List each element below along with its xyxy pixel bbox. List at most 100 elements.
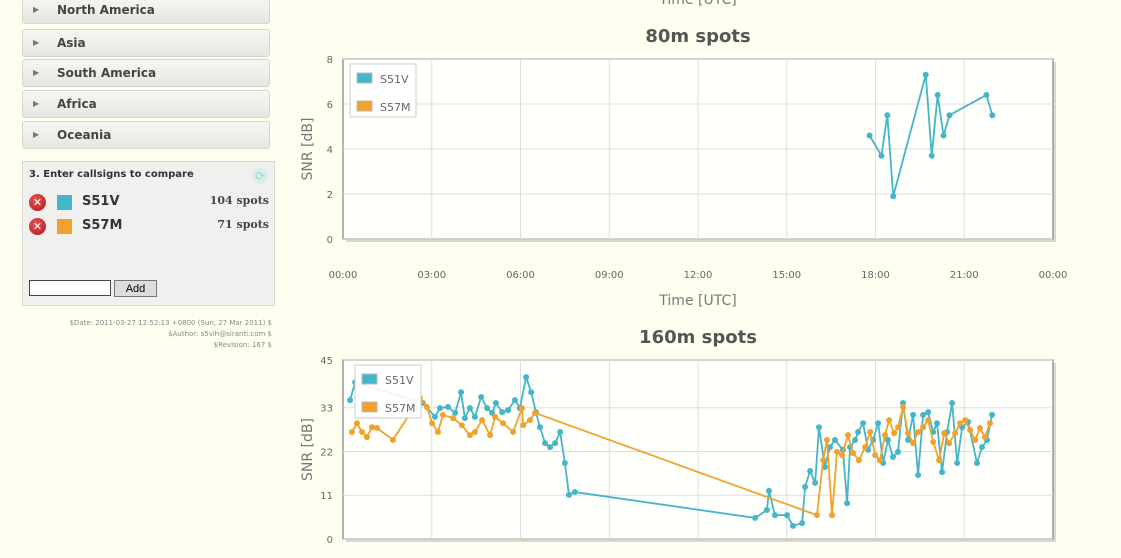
region-south-america[interactable]: ▶ South America bbox=[22, 59, 270, 87]
y-tick-label: 11 bbox=[320, 491, 333, 502]
data-point-S51V bbox=[492, 399, 499, 406]
data-point-S51V bbox=[484, 405, 491, 412]
y-tick-label: 0 bbox=[327, 235, 333, 246]
data-point-S51V bbox=[461, 415, 468, 422]
data-point-S57M bbox=[434, 428, 441, 435]
y-axis-label: SNR [dB] bbox=[300, 118, 316, 181]
data-point-S57M bbox=[867, 428, 874, 435]
data-point-S57M bbox=[855, 457, 862, 464]
region-africa[interactable]: ▶ Africa bbox=[22, 90, 270, 118]
data-point-S51V bbox=[889, 454, 896, 461]
data-point-S51V bbox=[445, 403, 452, 410]
data-point-S57M bbox=[813, 512, 820, 519]
data-point-S57M bbox=[891, 430, 898, 437]
data-point-S51V bbox=[878, 152, 885, 159]
legend-label: S57M bbox=[380, 101, 410, 114]
data-point-S57M bbox=[829, 512, 836, 519]
data-point-S57M bbox=[981, 434, 988, 441]
region-label: North America bbox=[57, 3, 155, 17]
data-point-S51V bbox=[478, 393, 485, 400]
data-point-S57M bbox=[823, 436, 830, 443]
color-swatch bbox=[57, 219, 72, 234]
data-point-S51V bbox=[884, 112, 891, 119]
data-point-S51V bbox=[537, 424, 544, 431]
data-point-S51V bbox=[979, 444, 985, 451]
remove-icon[interactable]: ✕ bbox=[29, 218, 46, 235]
data-point-S57M bbox=[976, 425, 983, 432]
data-point-S57M bbox=[348, 428, 355, 435]
data-point-S51V bbox=[934, 92, 941, 98]
data-point-S57M bbox=[518, 405, 525, 412]
y-tick-label: 2 bbox=[327, 190, 333, 201]
data-point-S57M bbox=[962, 417, 969, 424]
data-point-S51V bbox=[561, 460, 568, 467]
data-point-S57M bbox=[500, 420, 507, 427]
chevron-right-icon: ▶ bbox=[33, 38, 40, 47]
footer: $Date: 2011-03-27 12:52:13 +0800 (Sun, 2… bbox=[12, 318, 272, 351]
data-point-S57M bbox=[839, 452, 846, 459]
refresh-icon[interactable]: ⟳ bbox=[252, 168, 268, 184]
callsign-row: ✕ S57M 71 spots bbox=[29, 216, 271, 236]
x-tick-label: 09:00 bbox=[595, 270, 624, 281]
chart-title: 80m spots bbox=[645, 26, 750, 47]
region-north-america[interactable]: ▶ North America bbox=[22, 0, 270, 24]
data-point-S57M bbox=[905, 430, 912, 437]
data-point-S51V bbox=[437, 405, 444, 412]
data-point-S51V bbox=[954, 460, 961, 467]
data-point-S51V bbox=[547, 444, 554, 451]
data-point-S57M bbox=[986, 420, 993, 427]
x-tick-label: 03:00 bbox=[417, 270, 446, 281]
data-point-S51V bbox=[983, 92, 990, 98]
compare-panel: 3. Enter callsigns to compare ⟳ ✕ S51V 1… bbox=[22, 161, 275, 306]
data-point-S57M bbox=[450, 415, 457, 422]
data-point-S57M bbox=[834, 448, 841, 455]
data-point-S51V bbox=[505, 407, 512, 414]
data-point-S51V bbox=[471, 413, 478, 420]
data-point-S51V bbox=[458, 389, 465, 396]
region-oceania[interactable]: ▶ Oceania bbox=[22, 121, 270, 149]
data-point-S57M bbox=[967, 427, 974, 434]
data-point-S51V bbox=[844, 500, 851, 507]
data-point-S51V bbox=[989, 411, 996, 418]
legend-swatch bbox=[361, 373, 378, 385]
data-point-S57M bbox=[374, 425, 381, 432]
chevron-right-icon: ▶ bbox=[33, 99, 40, 108]
chevron-right-icon: ▶ bbox=[33, 5, 40, 14]
callsign-input[interactable] bbox=[29, 280, 111, 296]
x-tick-label: 06:00 bbox=[506, 270, 535, 281]
legend-label: S51V bbox=[385, 374, 414, 387]
add-button[interactable]: Add bbox=[114, 280, 157, 297]
data-point-S57M bbox=[972, 436, 979, 443]
data-point-S51V bbox=[807, 467, 814, 474]
chevron-right-icon: ▶ bbox=[33, 68, 40, 77]
data-point-S57M bbox=[936, 457, 943, 464]
data-point-S51V bbox=[789, 522, 796, 529]
data-point-S51V bbox=[860, 420, 867, 427]
data-point-S51V bbox=[940, 132, 947, 139]
chevron-right-icon: ▶ bbox=[33, 130, 40, 139]
remove-icon[interactable]: ✕ bbox=[29, 194, 46, 211]
y-tick-label: 33 bbox=[320, 404, 333, 415]
data-point-S57M bbox=[531, 409, 538, 416]
data-point-S51V bbox=[771, 512, 778, 519]
y-tick-label: 4 bbox=[327, 145, 333, 156]
chart-1: 160m spots 0 11 22 33 45 SNR [dB] S51V S57M bbox=[300, 327, 1056, 546]
spot-count: 104 spots bbox=[209, 194, 269, 207]
callsign-label: S51V bbox=[82, 194, 120, 209]
data-point-S57M bbox=[952, 430, 959, 437]
data-point-S57M bbox=[520, 422, 527, 429]
callsign-label: S57M bbox=[82, 218, 123, 233]
region-asia[interactable]: ▶ Asia bbox=[22, 29, 270, 57]
spot-count: 71 spots bbox=[217, 218, 269, 231]
data-point-S57M bbox=[844, 432, 851, 439]
data-point-S57M bbox=[915, 428, 922, 435]
data-point-S51V bbox=[347, 397, 354, 404]
data-point-S57M bbox=[358, 428, 365, 435]
data-point-S57M bbox=[471, 428, 478, 435]
chart-title: 160m spots bbox=[639, 327, 757, 348]
data-point-S51V bbox=[752, 514, 759, 521]
data-point-S51V bbox=[763, 506, 770, 513]
data-point-S51V bbox=[499, 409, 506, 416]
data-point-S51V bbox=[466, 405, 473, 412]
data-point-S57M bbox=[353, 420, 360, 427]
